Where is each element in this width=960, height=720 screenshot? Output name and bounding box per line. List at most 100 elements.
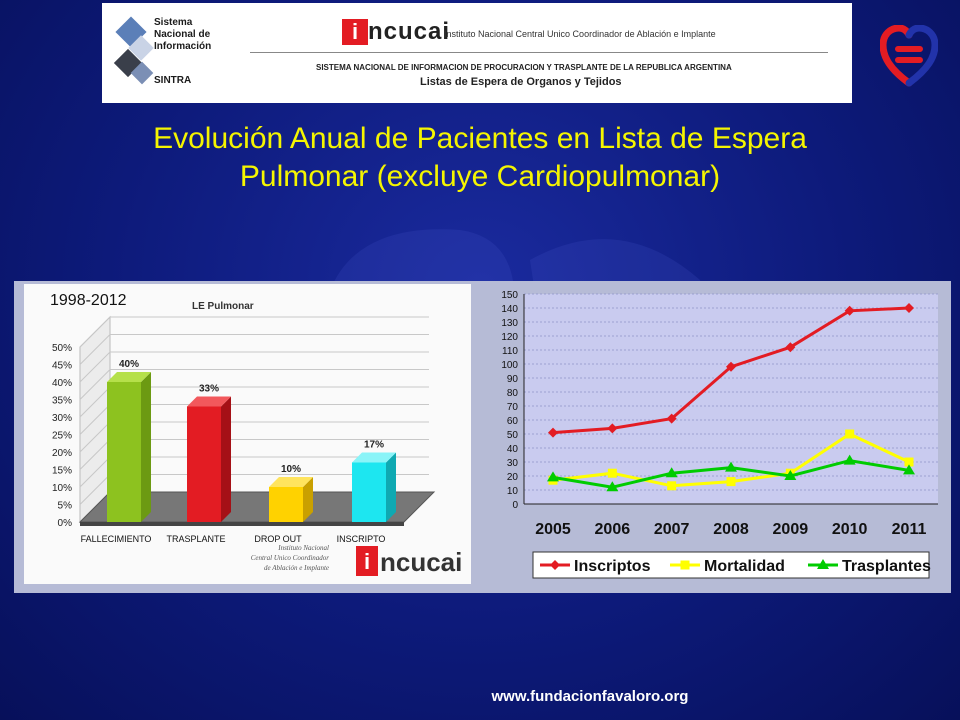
data-point-mortalidad	[726, 477, 736, 487]
data-point-trasplantes	[606, 481, 619, 492]
y-tick-label: 80	[507, 388, 519, 399]
x-category-label: FALLECIMIENTO	[81, 534, 152, 544]
legend-box	[532, 551, 930, 579]
floor-edge	[80, 522, 404, 526]
data-point-mortalidad	[667, 481, 677, 491]
incucai-logo-text: ncucai	[368, 18, 451, 45]
incucai-logo-initial: i	[342, 19, 368, 45]
y-tick-label: 60	[507, 416, 519, 427]
y-tick-label: 50	[507, 430, 519, 441]
data-point-trasplantes	[665, 467, 678, 478]
legend-marker	[680, 560, 690, 570]
bar-value-label: 17%	[364, 440, 384, 451]
y-tick-label: 25%	[52, 431, 72, 442]
y-tick-label: 100	[501, 360, 518, 371]
y-tick-label: 110	[502, 346, 518, 357]
x-tick-label: 2009	[773, 521, 809, 538]
y-tick-label: 150	[501, 290, 518, 301]
watermark-line: Central Unico Coordinador	[251, 554, 330, 562]
y-tick-label: 140	[501, 304, 518, 315]
y-tick-label: 40%	[52, 378, 72, 389]
data-point-mortalidad	[845, 429, 855, 439]
data-point-trasplantes	[547, 471, 559, 482]
watermark-line: Instituto Nacional	[277, 544, 329, 552]
bar-value-label: 33%	[199, 384, 219, 395]
banner-subtitle-1: SISTEMA NACIONAL DE INFORMACION DE PROCU…	[316, 63, 732, 72]
slide-title-line-1: Evolución Anual de Pacientes en Lista de…	[153, 122, 807, 155]
bar-front	[107, 382, 141, 522]
x-tick-label: 2010	[832, 521, 868, 538]
y-tick-label: 10	[507, 486, 519, 497]
y-tick-label: 20%	[52, 448, 72, 459]
logo-initial-box	[356, 546, 378, 576]
y-tick-label: 0	[512, 500, 518, 511]
x-category-label: TRASPLANTE	[166, 534, 225, 544]
gridline	[79, 351, 429, 383]
incucai-logo: i ncucai	[342, 19, 449, 45]
y-tick-label: 35%	[52, 396, 72, 407]
logo-initial: i	[364, 549, 370, 574]
y-tick-label: 40	[507, 444, 519, 455]
y-tick-label: 20	[507, 472, 519, 483]
data-point-trasplantes	[784, 470, 797, 480]
data-point-mortalidad	[607, 468, 617, 478]
bar-top	[107, 372, 151, 382]
watermark-line: de Ablación e Implante	[264, 564, 329, 572]
legend-marker	[550, 560, 560, 570]
bar-value-label: 40%	[119, 359, 139, 370]
legend-label: Mortalidad	[704, 558, 785, 575]
x-tick-label: 2006	[595, 521, 631, 538]
bar-value-label: 10%	[281, 464, 301, 475]
sintra-logo-icon	[113, 16, 154, 85]
y-tick-label: 90	[507, 374, 519, 385]
legend-marker	[817, 559, 829, 569]
banner-subtitle-2: Listas de Espera de Organos y Tejidos	[420, 76, 622, 88]
y-tick-label: 70	[507, 402, 519, 413]
y-tick-label: 50%	[52, 343, 72, 354]
x-tick-label: 2011	[892, 521, 927, 538]
y-tick-label: 30	[507, 458, 519, 469]
y-tick-label: 130	[501, 318, 518, 329]
data-point-inscriptos	[548, 427, 558, 438]
y-tick-label: 30%	[52, 413, 72, 424]
sintra-name: SINTRA	[154, 75, 192, 86]
data-point-trasplantes	[725, 461, 737, 472]
y-tick-label: 0%	[58, 518, 73, 529]
chart-title: LE Pulmonar	[192, 301, 254, 312]
logo-text: ncucai	[380, 547, 462, 577]
x-tick-label: 2008	[713, 521, 749, 538]
data-point-trasplantes	[903, 464, 915, 475]
plot-area	[524, 294, 938, 504]
slide-title-line-2: Pulmonar (excluye Cardiopulmonar)	[239, 160, 721, 193]
x-tick-label: 2005	[535, 521, 571, 538]
line-chart-evolucion: 0 10 20 30 40 50 60 70 80 90 100 110 120 130 140 150 200…	[501, 290, 938, 579]
incucai-full-name: Instituto Nacional Central Unico Coordin…	[444, 29, 716, 39]
favaloro-heart-icon	[880, 25, 938, 87]
bar-front	[187, 406, 221, 522]
bar-front	[352, 462, 386, 522]
header-banner: Sistema Nacional de Información SINTRA i…	[102, 3, 852, 103]
y-tick-label: 5%	[58, 501, 73, 512]
data-point-mortalidad	[904, 457, 914, 467]
legend-label: Inscriptos	[574, 558, 651, 575]
y-tick-label: 15%	[52, 466, 72, 477]
data-point-inscriptos	[666, 413, 677, 424]
period-label: 1998-2012	[50, 292, 127, 309]
banner-divider	[250, 52, 828, 53]
legend-label: Trasplantes	[842, 558, 931, 575]
data-point-inscriptos	[785, 342, 796, 353]
data-point-inscriptos	[726, 361, 736, 372]
gridline	[79, 334, 429, 365]
x-category-label: DROP OUT	[254, 534, 302, 544]
bar-side	[141, 372, 151, 522]
sintra-label: Sistema Nacional de Información	[154, 17, 212, 52]
x-tick-label: 2007	[654, 521, 690, 538]
bar-top	[269, 477, 313, 487]
data-point-inscriptos	[904, 303, 914, 313]
x-category-label: INSCRIPTO	[337, 534, 386, 544]
bar-top	[352, 452, 396, 463]
bar-side	[386, 452, 396, 522]
y-tick-label: 10%	[52, 483, 72, 494]
data-point-inscriptos	[607, 423, 618, 434]
bar-side	[303, 477, 313, 522]
